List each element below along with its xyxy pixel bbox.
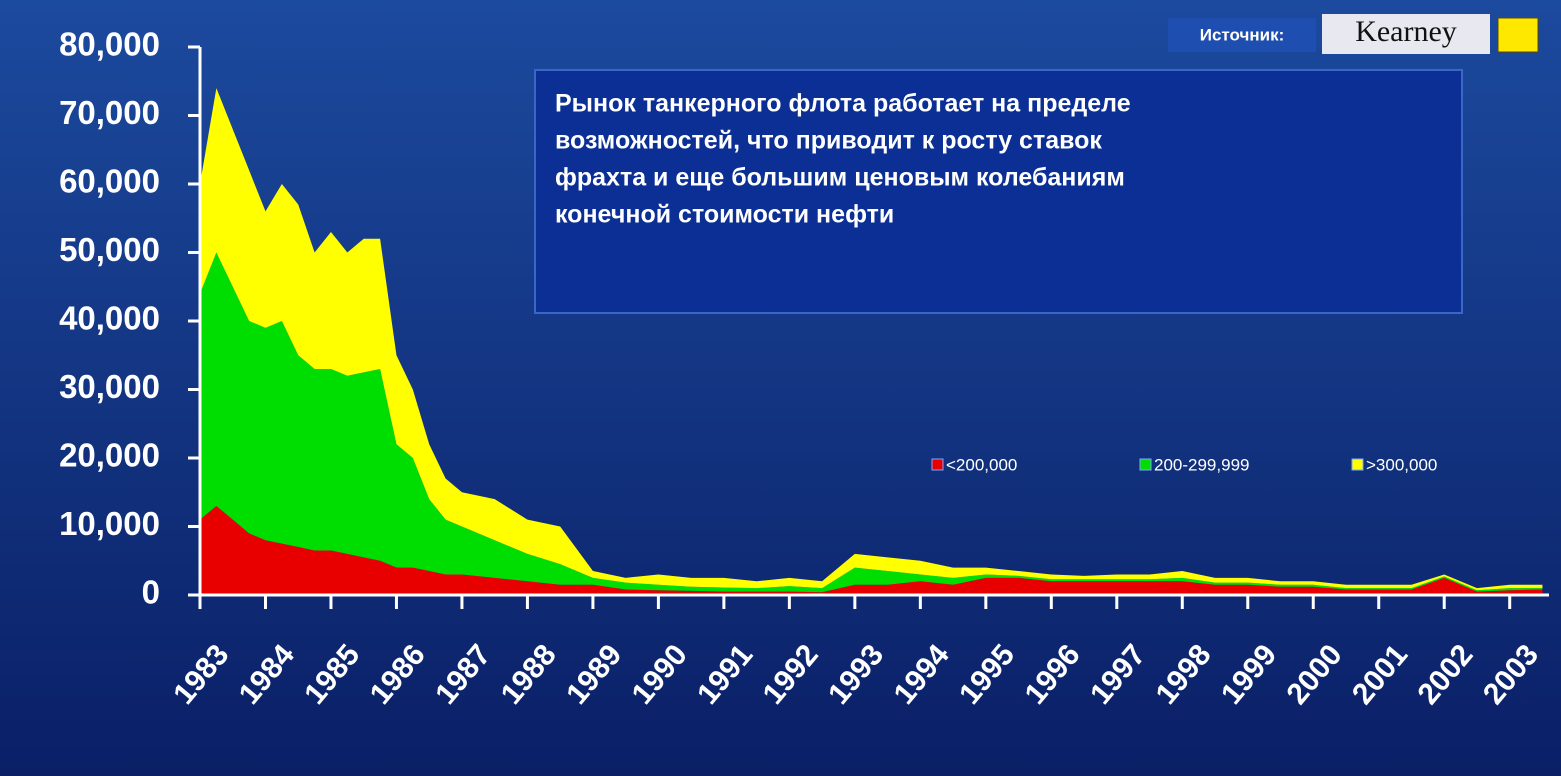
legend-label: >300,000 (1366, 455, 1437, 474)
annotation-line: фрахта и еще большим ценовым колебаниям (555, 164, 1125, 192)
logo-box (1322, 14, 1490, 54)
source: Kearney (1355, 15, 1457, 48)
y-tick-label: 40,000 (59, 300, 160, 337)
legend-label: 200-299,999 (1154, 455, 1249, 474)
area (200, 505, 1543, 595)
annotation-box (534, 69, 1463, 314)
y-tick-label: 80,000 (59, 26, 160, 63)
y-tick-label: 0 (142, 574, 160, 611)
y-tick-label: 50,000 (59, 231, 160, 268)
source-label-box (1168, 18, 1316, 52)
source-label: Источник: (1200, 25, 1285, 44)
legend-swatch (931, 458, 944, 471)
y-tick-label: 70,000 (59, 94, 160, 131)
legend-swatch (1139, 458, 1152, 471)
annotation-line: возможностей, что приводит к росту ставо… (555, 127, 1102, 155)
legend-label: <200,000 (946, 455, 1017, 474)
logo-icon (1497, 17, 1539, 53)
annotation-line: конечной стоимости нефти (555, 201, 894, 229)
annotation-line: Рынок танкерного флота работает на преде… (555, 90, 1131, 118)
y-tick-label: 30,000 (59, 368, 160, 405)
legend-swatch (1351, 458, 1364, 471)
y-tick-label: 20,000 (59, 437, 160, 474)
y-tick-label: 10,000 (59, 505, 160, 542)
y-tick-label: 60,000 (59, 163, 160, 200)
